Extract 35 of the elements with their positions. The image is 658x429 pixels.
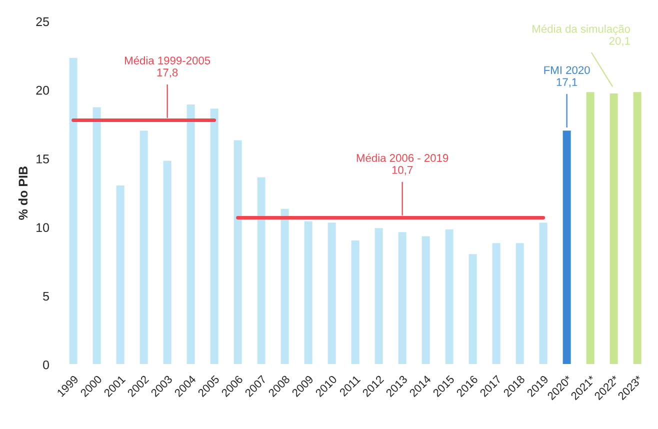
- bar: [114, 184, 126, 365]
- annotation: Média 2006 - 2019 10,7: [356, 154, 448, 176]
- annotation: FMI 2020 17,1: [544, 66, 590, 88]
- y-axis-title: % do PIB: [18, 166, 28, 220]
- bar: [302, 220, 314, 365]
- bar: [396, 230, 408, 365]
- bar: [373, 226, 384, 365]
- bar: [584, 90, 596, 365]
- bar: [162, 159, 173, 365]
- bar: [514, 242, 526, 365]
- bar: [420, 234, 432, 365]
- bar: [538, 221, 549, 365]
- bar: [490, 242, 502, 365]
- y-tick-label: 0: [43, 360, 50, 370]
- bar: [185, 103, 196, 365]
- y-tick-label: 25: [36, 17, 49, 26]
- annotation: Média da simulação 20,1: [532, 24, 630, 46]
- y-tick-label: 20: [36, 86, 50, 95]
- bar: [632, 90, 643, 365]
- bar: [350, 239, 361, 365]
- bar: [208, 107, 220, 365]
- bar: [444, 228, 455, 365]
- bar: [279, 207, 290, 365]
- bar: [138, 129, 150, 365]
- y-tick-label: 10: [36, 223, 50, 232]
- bar: [326, 221, 338, 365]
- bar: [232, 138, 244, 365]
- bar: [256, 176, 267, 365]
- bar: [608, 92, 620, 365]
- y-tick-label: 15: [36, 154, 49, 164]
- bar: [467, 252, 478, 365]
- y-tick-label: 5: [43, 292, 49, 301]
- bar: [68, 56, 79, 365]
- bar: [91, 106, 102, 365]
- annotation: Média 1999-2005 17,8: [124, 56, 210, 78]
